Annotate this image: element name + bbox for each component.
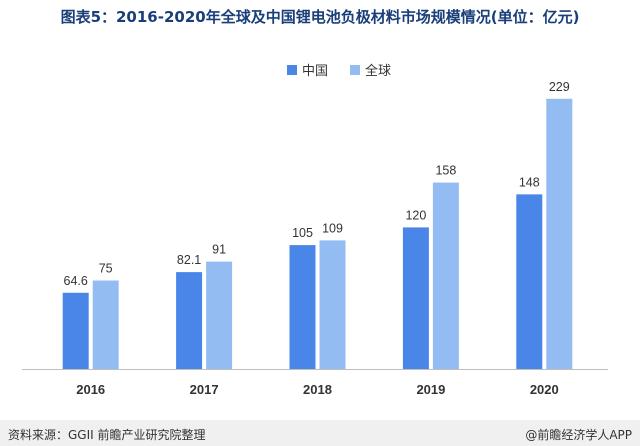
source-note: 资料来源：GGII 前瞻产业研究院整理 <box>8 428 206 442</box>
data-label-global-2020: 229 <box>549 80 570 94</box>
data-label-china-2019: 120 <box>405 208 426 222</box>
x-tick-label-2016: 2016 <box>76 382 105 397</box>
bar-china-2016 <box>62 292 89 369</box>
data-label-global-2019: 158 <box>435 164 456 178</box>
brand-credit: @前瞻经济学人APP <box>525 428 632 442</box>
legend-label-global: 全球 <box>365 63 391 79</box>
bar-global-2017 <box>206 261 233 369</box>
x-tick-label-2019: 2019 <box>416 382 445 397</box>
bar-china-2020 <box>516 194 543 369</box>
data-label-global-2017: 91 <box>212 243 226 257</box>
bar-global-2020 <box>546 98 573 369</box>
legend-swatch-global <box>350 65 360 75</box>
data-label-china-2016: 64.6 <box>64 274 88 288</box>
data-label-global-2018: 109 <box>322 221 343 235</box>
bar-china-2019 <box>402 227 429 369</box>
bar-global-2016 <box>92 280 119 369</box>
data-label-china-2018: 105 <box>292 226 313 240</box>
bar-chart: 中国 全球 64.6 75 2016 82.1 91 2017 105 109 2018 120 158… <box>22 63 608 397</box>
x-tick-label-2017: 2017 <box>190 382 219 397</box>
chart-title: 图表5：2016-2020年全球及中国锂电池负极材料市场规模情况(单位：亿元) <box>60 8 580 26</box>
legend-label-china: 中国 <box>302 64 328 79</box>
data-label-china-2020: 148 <box>519 175 540 189</box>
bar-global-2018 <box>319 240 346 369</box>
x-tick-label-2020: 2020 <box>530 382 559 397</box>
bar-china-2018 <box>289 245 316 369</box>
bar-global-2019 <box>432 182 459 369</box>
bar-china-2017 <box>176 272 203 369</box>
data-label-global-2016: 75 <box>99 262 113 276</box>
footer-bar: 资料来源：GGII 前瞻产业研究院整理 @前瞻经济学人APP <box>0 420 640 446</box>
legend-swatch-china <box>287 65 297 75</box>
data-label-china-2017: 82.1 <box>177 253 201 267</box>
x-tick-label-2018: 2018 <box>303 382 332 397</box>
